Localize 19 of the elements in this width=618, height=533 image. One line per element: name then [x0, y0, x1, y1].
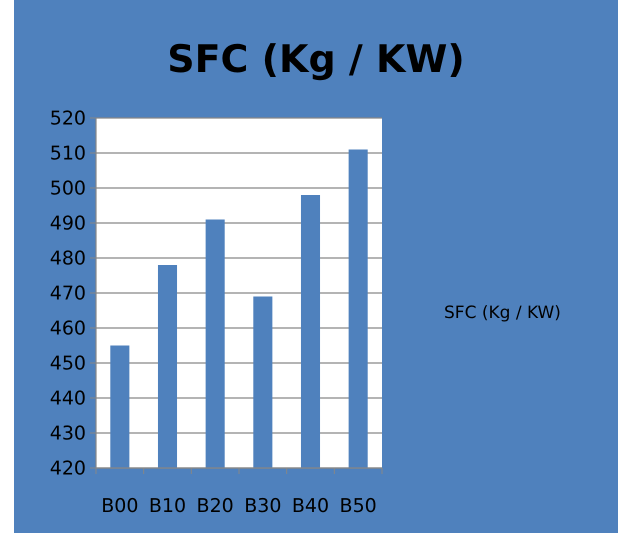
y-tick-label: 520 [50, 108, 86, 130]
y-tick-label: 470 [50, 282, 86, 305]
y-tick-label: 480 [50, 248, 86, 270]
text: SFC (Kg / KW) [444, 302, 561, 323]
x-tick-label: B30 [244, 495, 282, 517]
y-tick-label: 460 [50, 318, 86, 340]
x-tick-label: B40 [292, 495, 330, 517]
x-tick-label: B50 [340, 495, 377, 517]
y-tick-label: 430 [50, 422, 86, 445]
y-tick-label: 490 [50, 212, 86, 235]
y-tick-label: 500 [50, 178, 86, 200]
y-tick-label: 420 [50, 458, 86, 480]
chart-title: SFC (Kg / KW) [167, 37, 465, 81]
y-tick-label: 510 [50, 142, 86, 165]
x-tick-label: B00 [101, 495, 138, 517]
y-tick-label: 450 [50, 352, 86, 375]
y-tick-label: 440 [50, 388, 86, 410]
x-tick-label: B10 [148, 495, 186, 517]
x-tick-label: B20 [196, 495, 234, 517]
